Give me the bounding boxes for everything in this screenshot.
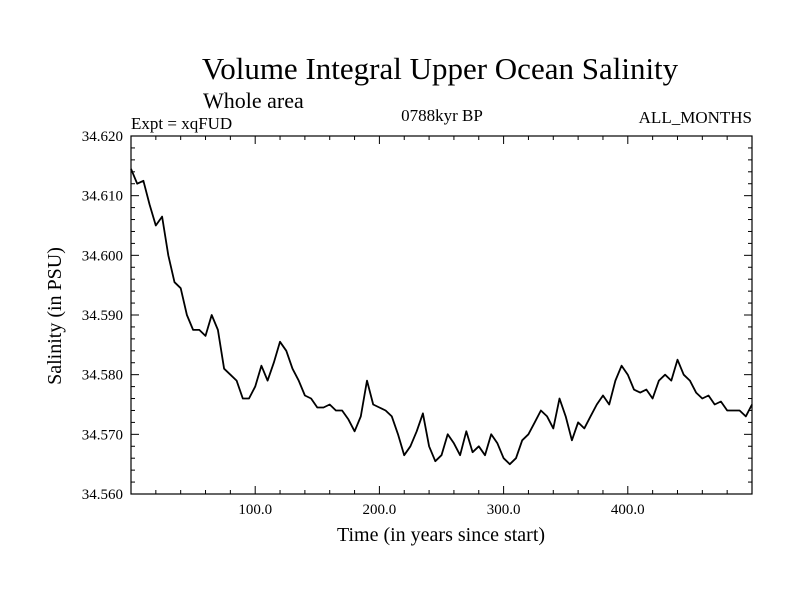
expt-label: Expt = xqFUD <box>131 114 232 133</box>
x-tick-label: 200.0 <box>363 502 397 518</box>
x-tick-label: 300.0 <box>487 502 521 518</box>
y-axis-label: Salinity (in PSU) <box>44 247 66 385</box>
chart-subtitle: Whole area <box>203 88 304 113</box>
y-tick-label: 34.590 <box>82 308 123 324</box>
plot-frame <box>130 135 753 495</box>
x-axis: 100.0 200.0 300.0 400.0 <box>155 136 728 518</box>
period-label: 0788kyr BP <box>401 106 483 125</box>
series-line-salinity <box>130 168 753 466</box>
y-tick-label: 34.600 <box>82 248 123 264</box>
x-tick-label: 400.0 <box>611 502 645 518</box>
y-tick-label: 34.580 <box>82 368 123 384</box>
y-tick-label: 34.560 <box>82 487 123 503</box>
y-tick-label: 34.610 <box>82 189 123 205</box>
chart-title: Volume Integral Upper Ocean Salinity <box>202 51 679 86</box>
x-tick-label: 100.0 <box>238 502 272 518</box>
series-layer <box>130 168 753 466</box>
y-tick-label: 34.620 <box>82 129 123 145</box>
months-label: ALL_MONTHS <box>639 108 752 127</box>
x-axis-label: Time (in years since start) <box>337 524 545 546</box>
y-axis: 34.560 34.570 34.580 34.590 34.600 34.610 34.6… <box>82 129 752 503</box>
y-tick-label: 34.570 <box>82 427 123 443</box>
